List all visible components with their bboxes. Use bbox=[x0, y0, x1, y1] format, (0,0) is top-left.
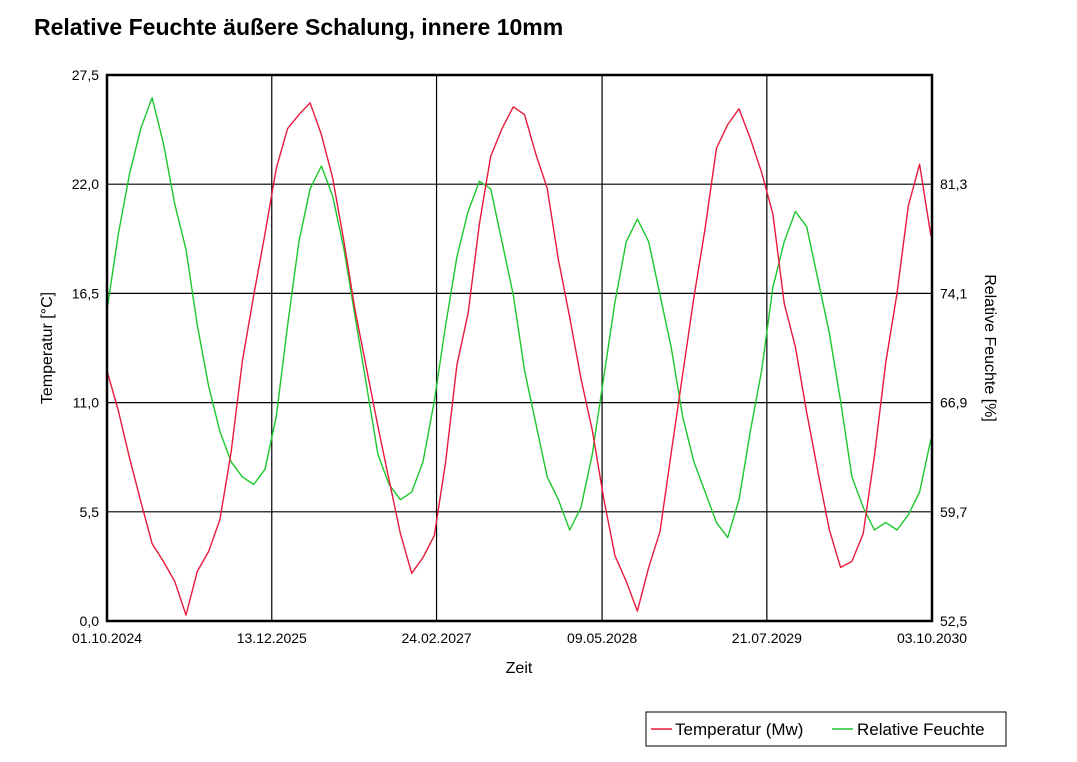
series-line-temperatur-mw bbox=[106, 102, 932, 616]
y2-tick-label: 52,5 bbox=[940, 613, 967, 629]
y-tick-label: 11,0 bbox=[73, 395, 99, 411]
grid-lines bbox=[106, 74, 933, 622]
y2-axis-label: Relative Feuchte [%] bbox=[981, 274, 998, 422]
y-axis-ticks: 0,0 5,5 11,0 16,5 22,0 27,5 bbox=[72, 67, 99, 629]
series-line-relative-feuchte bbox=[106, 97, 932, 539]
y2-tick-label: 59,7 bbox=[940, 504, 967, 520]
legend-label-temperatur: Temperatur (Mw) bbox=[675, 720, 803, 739]
x-tick-label: 03.10.2030 bbox=[897, 630, 967, 646]
x-tick-label: 21.07.2029 bbox=[732, 630, 802, 646]
x-tick-label: 01.10.2024 bbox=[72, 630, 142, 646]
y2-axis-ticks: 52,5 59,7 66,9 74,1 81,3 bbox=[940, 176, 967, 629]
y-axis-label: Temperatur [°C] bbox=[39, 292, 56, 404]
y2-tick-label: 74,1 bbox=[940, 285, 967, 301]
legend: Temperatur (Mw) Relative Feuchte bbox=[645, 711, 1007, 747]
legend-label-relative-feuchte: Relative Feuchte bbox=[857, 720, 985, 739]
y-tick-label: 16,5 bbox=[72, 285, 99, 301]
x-axis-label: Zeit bbox=[506, 660, 533, 677]
y2-tick-label: 66,9 bbox=[940, 395, 967, 411]
legend-box bbox=[645, 711, 1007, 747]
x-axis-ticks: 01.10.2024 13.12.2025 24.02.2027 09.05.2028… bbox=[72, 630, 967, 646]
chart-title: Relative Feuchte äußere Schalung, innere… bbox=[34, 14, 564, 40]
x-tick-label: 13.12.2025 bbox=[237, 630, 307, 646]
y-tick-label: 22,0 bbox=[72, 176, 99, 192]
y2-tick-label: 81,3 bbox=[940, 176, 967, 192]
x-tick-label: 24.02.2027 bbox=[402, 630, 472, 646]
plot-area-frame bbox=[105, 73, 934, 623]
x-tick-label: 09.05.2028 bbox=[567, 630, 637, 646]
series-layer bbox=[106, 97, 932, 616]
y-tick-label: 5,5 bbox=[80, 504, 100, 520]
y-tick-label: 0,0 bbox=[80, 613, 100, 629]
y-tick-label: 27,5 bbox=[72, 67, 99, 83]
